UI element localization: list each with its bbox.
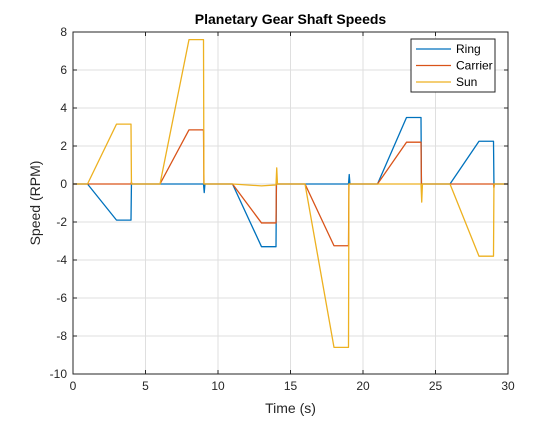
y-tick-label: -4 [56, 253, 67, 267]
x-tick-label: 25 [429, 379, 443, 393]
y-tick-label: 6 [60, 63, 67, 77]
y-tick-label: -2 [56, 215, 67, 229]
plot-lines [73, 38, 508, 349]
x-axis-label: Time (s) [265, 400, 316, 416]
legend-label-sun: Sun [456, 75, 477, 89]
legend-label-carrier: Carrier [456, 59, 493, 73]
y-tick-label: -10 [50, 367, 68, 381]
x-tick-label: 0 [70, 379, 77, 393]
y-tick-label: 2 [60, 139, 67, 153]
y-axis-label: Speed (RPM) [27, 161, 43, 246]
ticks: 0 5 10 15 20 25 30 -10 -8 -6 -4 -2 0 2 4 6 8 [50, 25, 515, 393]
x-tick-label: 30 [501, 379, 515, 393]
legend-label-ring: Ring [456, 42, 481, 56]
y-tick-label: 4 [60, 101, 67, 115]
x-tick-label: 5 [142, 379, 149, 393]
series-line-sun [73, 38, 508, 349]
y-tick-label: 8 [60, 25, 67, 39]
legend: Ring Carrier Sun [410, 38, 496, 93]
x-tick-label: 20 [356, 379, 370, 393]
chart-title: Planetary Gear Shaft Speeds [195, 11, 387, 27]
x-tick-label: 15 [284, 379, 298, 393]
x-tick-label: 10 [211, 379, 225, 393]
y-tick-label: -8 [56, 329, 67, 343]
y-tick-label: 0 [60, 177, 67, 191]
y-tick-label: -6 [56, 291, 67, 305]
